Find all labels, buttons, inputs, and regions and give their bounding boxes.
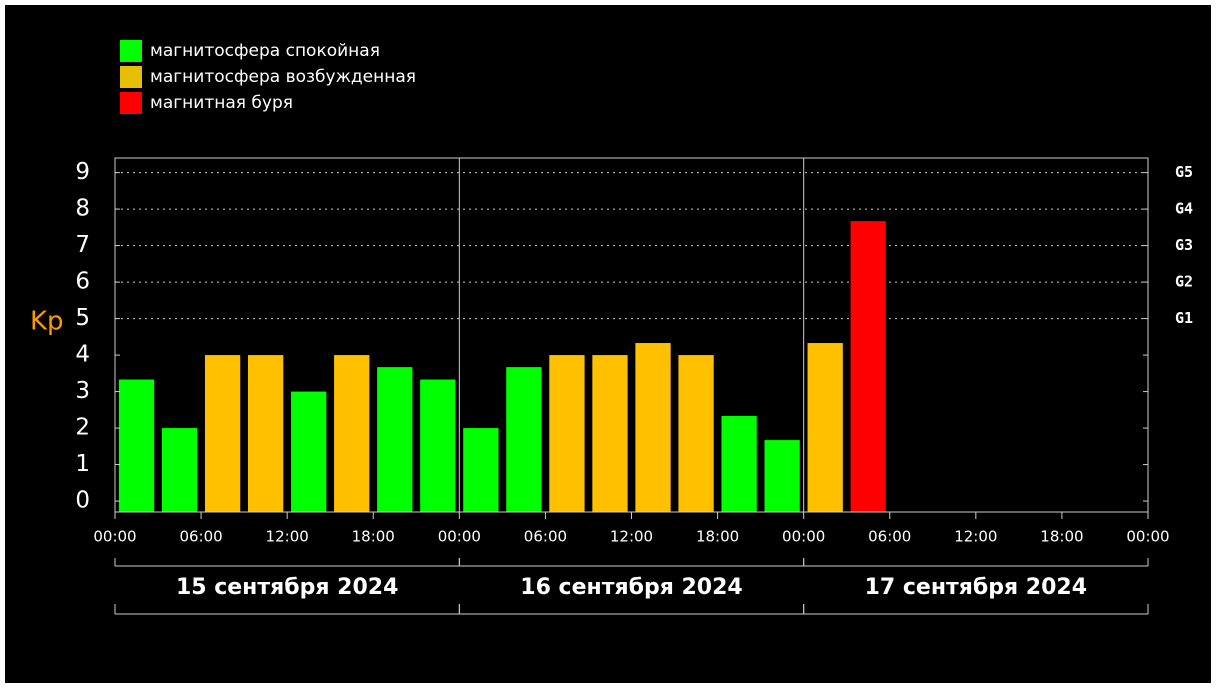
y-tick-label: 3 — [75, 378, 90, 404]
bar — [592, 355, 628, 512]
y2-tick-label: G4 — [1175, 200, 1193, 218]
bar — [635, 343, 671, 512]
bar — [291, 391, 327, 512]
y-tick-label: 4 — [75, 342, 90, 368]
legend-label: магнитосфера спокойная — [150, 41, 380, 61]
y-tick-label: 8 — [75, 196, 90, 222]
legend-swatch — [120, 40, 142, 62]
bar — [161, 428, 198, 512]
y2-tick-label: G3 — [1175, 236, 1193, 254]
bar — [204, 355, 241, 512]
day-label: 17 сентября 2024 — [865, 575, 1087, 600]
bar — [118, 379, 155, 512]
bar — [420, 379, 456, 512]
y2-tick-label: G5 — [1175, 163, 1193, 181]
bar — [247, 355, 284, 512]
legend-swatch — [120, 92, 142, 114]
legend-label: магнитная буря — [150, 93, 293, 113]
bar — [549, 355, 585, 512]
bar — [678, 355, 714, 512]
x-tick-label: 00:00 — [1126, 528, 1169, 546]
y-tick-label: 7 — [75, 232, 90, 258]
bar — [463, 428, 499, 512]
background — [5, 5, 1211, 683]
legend-swatch — [120, 66, 142, 88]
x-tick-label: 12:00 — [954, 528, 997, 546]
bar — [377, 367, 413, 512]
x-tick-label: 12:00 — [610, 528, 653, 546]
y-tick-label: 0 — [75, 488, 90, 514]
y-tick-label: 5 — [75, 305, 90, 331]
y-axis-label: Kp — [30, 307, 64, 337]
y-tick-label: 1 — [75, 451, 90, 477]
day-label: 15 сентября 2024 — [176, 575, 398, 600]
x-tick-label: 00:00 — [438, 528, 481, 546]
y-tick-label: 6 — [75, 269, 90, 295]
y2-tick-label: G1 — [1175, 309, 1193, 327]
y-tick-label: 2 — [75, 415, 90, 441]
x-tick-label: 18:00 — [696, 528, 739, 546]
x-tick-label: 06:00 — [179, 528, 222, 546]
x-tick-label: 00:00 — [93, 528, 136, 546]
y-tick-label: 9 — [75, 159, 90, 185]
bar — [721, 416, 757, 512]
x-tick-label: 06:00 — [524, 528, 567, 546]
bar — [506, 367, 542, 512]
x-tick-label: 18:00 — [1040, 528, 1083, 546]
x-tick-label: 18:00 — [352, 528, 395, 546]
x-tick-label: 00:00 — [782, 528, 825, 546]
bar — [764, 440, 800, 512]
bar — [334, 355, 370, 512]
bar — [850, 221, 886, 512]
legend-label: магнитосфера возбужденная — [150, 67, 416, 87]
x-tick-label: 12:00 — [266, 528, 309, 546]
bar — [807, 343, 843, 512]
y2-tick-label: G2 — [1175, 273, 1193, 291]
x-tick-label: 06:00 — [868, 528, 911, 546]
day-label: 16 сентября 2024 — [520, 575, 742, 600]
